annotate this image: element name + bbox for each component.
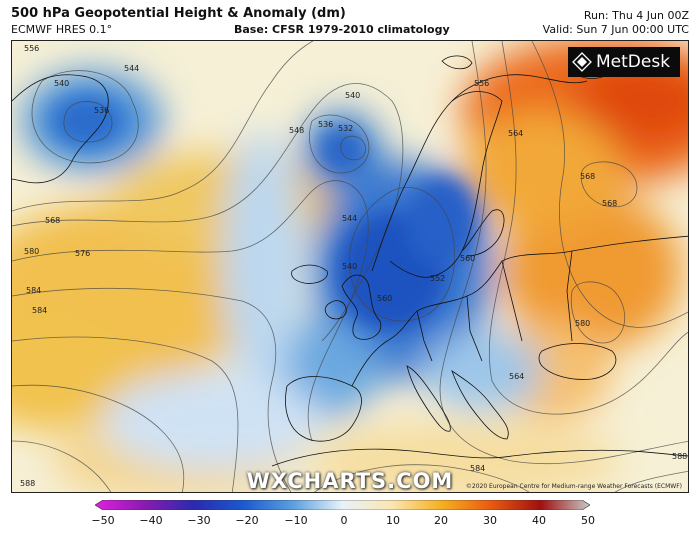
colorbar-tick: 10	[386, 514, 400, 527]
anomaly-core-shading	[52, 96, 477, 331]
colorbar-tick: 50	[581, 514, 595, 527]
contour-label: 576	[75, 249, 90, 258]
contour-label: 584	[26, 286, 41, 295]
contour-label: 568	[580, 172, 595, 181]
colorbar-tick: 40	[532, 514, 546, 527]
colorbar-tick: 20	[434, 514, 448, 527]
contour-label: 536	[94, 106, 109, 115]
colorbar-tick: −30	[187, 514, 211, 527]
colorbar-gradient	[95, 500, 590, 510]
contour-label: 584	[470, 464, 485, 473]
metdesk-logo-text: MetDesk	[596, 52, 671, 72]
colorbar-tick: 30	[483, 514, 497, 527]
wxcharts-watermark: WXCHARTS.COM	[246, 469, 454, 493]
contour-label: 564	[509, 372, 524, 381]
contour-label: 580	[24, 247, 39, 256]
contour-label: 588	[20, 479, 35, 488]
contour-label: 560	[460, 254, 475, 263]
chart-title: 500 hPa Geopotential Height & Anomaly (d…	[11, 6, 346, 21]
metdesk-logo: MetDesk	[568, 47, 680, 77]
contour-label: 548	[289, 126, 304, 135]
contour-label: 544	[342, 214, 357, 223]
contour-label: 540	[54, 79, 69, 88]
chart-header: 500 hPa Geopotential Height & Anomaly (d…	[0, 0, 700, 40]
contour-label: 584	[32, 306, 47, 315]
contour-label: 568	[45, 216, 60, 225]
contour-label: 532	[338, 124, 353, 133]
anomaly-shading	[12, 41, 688, 492]
run-time-label: Run: Thu 4 Jun 00Z	[583, 9, 689, 22]
contour-label: 556	[474, 79, 489, 88]
height-contours	[12, 41, 688, 492]
metdesk-logo-icon	[568, 47, 596, 77]
colorbar-tick: −10	[284, 514, 308, 527]
copyright-notice: ©2020 European Centre for Medium-range W…	[465, 483, 682, 490]
contour-label: 580	[575, 319, 590, 328]
climatology-base-label: Base: CFSR 1979-2010 climatology	[234, 23, 450, 36]
model-label: ECMWF HRES 0.1°	[11, 23, 113, 36]
valid-time-label: Valid: Sun 7 Jun 00:00 UTC	[542, 23, 689, 36]
colorbar-tick: 0	[340, 514, 348, 527]
colorbar: −50 −40 −30 −20 −10 0 10 20 30 40 50	[0, 497, 700, 536]
contour-label: 552	[430, 274, 445, 283]
colorbar-tick: −50	[91, 514, 115, 527]
colorbar-tick: −40	[139, 514, 163, 527]
contour-label: 564	[508, 129, 523, 138]
contour-label: 556	[24, 44, 39, 53]
coastlines	[12, 55, 688, 467]
contour-label: 560	[377, 294, 392, 303]
contour-label: 544	[124, 64, 139, 73]
contour-label: 588	[672, 452, 687, 461]
contour-labels: 556 544 540 536 540 532 536 548 544 540 …	[20, 44, 687, 488]
contour-label: 540	[342, 262, 357, 271]
contour-label: 568	[602, 199, 617, 208]
map-canvas: 556 544 540 536 540 532 536 548 544 540 …	[12, 41, 688, 492]
contour-label: 536	[318, 120, 333, 129]
anomaly-map[interactable]: 556 544 540 536 540 532 536 548 544 540 …	[11, 40, 689, 493]
contour-label: 540	[345, 91, 360, 100]
colorbar-tick: −20	[235, 514, 259, 527]
